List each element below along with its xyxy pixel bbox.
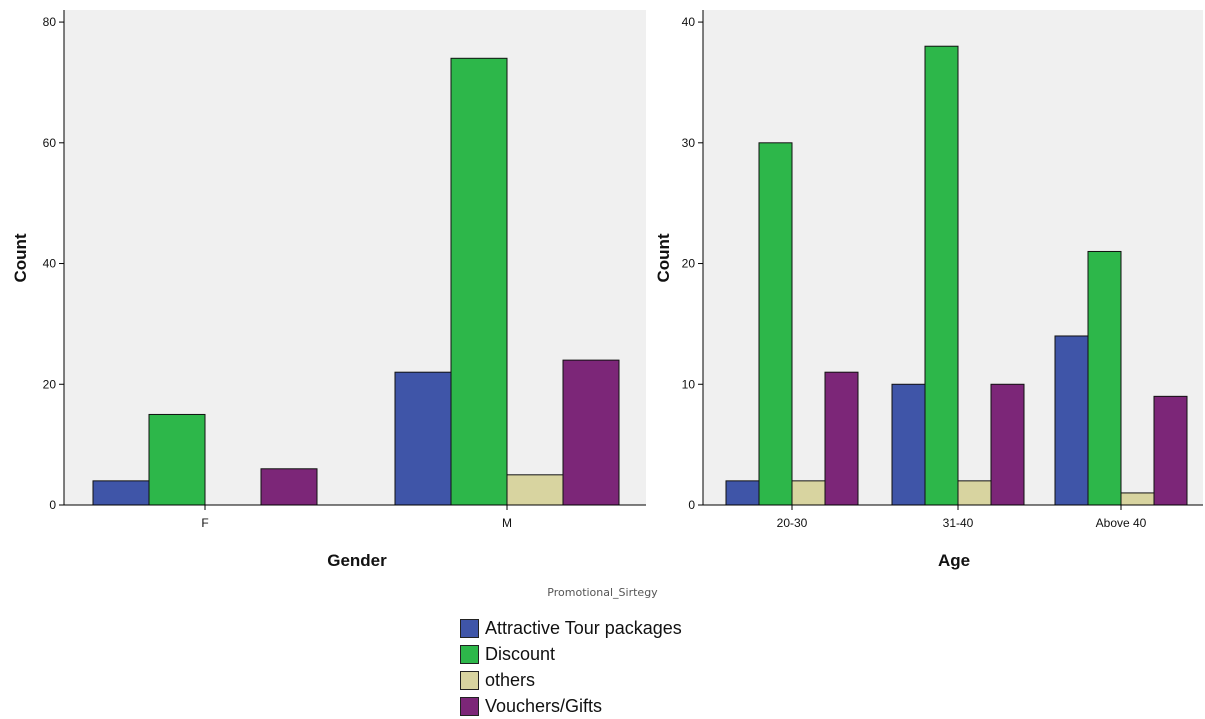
legend-label: others xyxy=(485,669,536,690)
x-tick-label-gender: M xyxy=(502,516,512,530)
bar-gender-f-3 xyxy=(260,468,318,506)
x-tick-label-gender: F xyxy=(201,516,208,530)
legend-item-discount: Discount xyxy=(460,641,682,667)
bar-gender-m-0 xyxy=(394,371,452,506)
bar-gender-m-2 xyxy=(506,474,564,506)
x-tick-label-age: 20-30 xyxy=(777,516,808,530)
bar-age-31-40-1 xyxy=(924,45,959,506)
x-axis-title-gender: Gender xyxy=(327,551,387,570)
bar-age-20-30-3 xyxy=(824,371,859,506)
bar-age-31-40-2 xyxy=(957,480,992,506)
legend-item-others: others xyxy=(460,667,682,693)
x-tick-label-age: Above 40 xyxy=(1096,516,1147,530)
bar-age-above-40-2 xyxy=(1120,492,1155,506)
legend-label: Discount xyxy=(485,643,556,664)
bar-gender-m-1 xyxy=(450,57,508,506)
bar-gender-m-3 xyxy=(562,359,620,506)
legend-swatch-others xyxy=(460,670,479,690)
y-tick-label-gender: 80 xyxy=(43,15,57,29)
bar-gender-f-0 xyxy=(92,480,150,506)
y-tick-label-age: 40 xyxy=(682,15,696,29)
bar-gender-f-1 xyxy=(148,413,206,506)
bar-age-above-40-1 xyxy=(1087,250,1122,506)
y-tick-label-age: 0 xyxy=(688,498,695,512)
legend-label: Vouchers/Gifts xyxy=(485,695,603,716)
bar-age-20-30-1 xyxy=(758,142,793,506)
y-axis-title-gender: Count xyxy=(11,233,30,282)
legend-swatch-vouchers-gifts xyxy=(460,696,479,716)
y-tick-label-age: 30 xyxy=(682,136,696,150)
bar-age-above-40-0 xyxy=(1054,335,1089,506)
x-axis-title-age: Age xyxy=(938,551,970,570)
y-axis-title-age: Count xyxy=(654,233,673,282)
legend-label: Attractive Tour packages xyxy=(485,617,682,638)
bar-age-20-30-2 xyxy=(791,480,826,506)
y-tick-label-gender: 20 xyxy=(43,377,57,391)
bar-age-above-40-3 xyxy=(1153,395,1188,506)
legend-swatch-discount xyxy=(460,644,479,664)
legend-title: Promotional_Sirtegy xyxy=(547,586,658,599)
bar-age-31-40-0 xyxy=(891,383,926,506)
y-tick-label-gender: 60 xyxy=(43,136,57,150)
legend-swatch-attractive-tour-packages xyxy=(460,618,479,638)
bar-age-31-40-3 xyxy=(990,383,1025,506)
legend: Attractive Tour packages Discount others… xyxy=(460,615,682,719)
legend-item-attractive-tour-packages: Attractive Tour packages xyxy=(460,615,682,641)
y-tick-label-gender: 40 xyxy=(43,257,57,271)
y-tick-label-gender: 0 xyxy=(49,498,56,512)
x-tick-label-age: 31-40 xyxy=(943,516,974,530)
legend-item-vouchers-gifts: Vouchers/Gifts xyxy=(460,693,682,719)
y-tick-label-age: 10 xyxy=(682,377,696,391)
bar-age-20-30-0 xyxy=(725,480,760,506)
y-tick-label-age: 20 xyxy=(682,257,696,271)
